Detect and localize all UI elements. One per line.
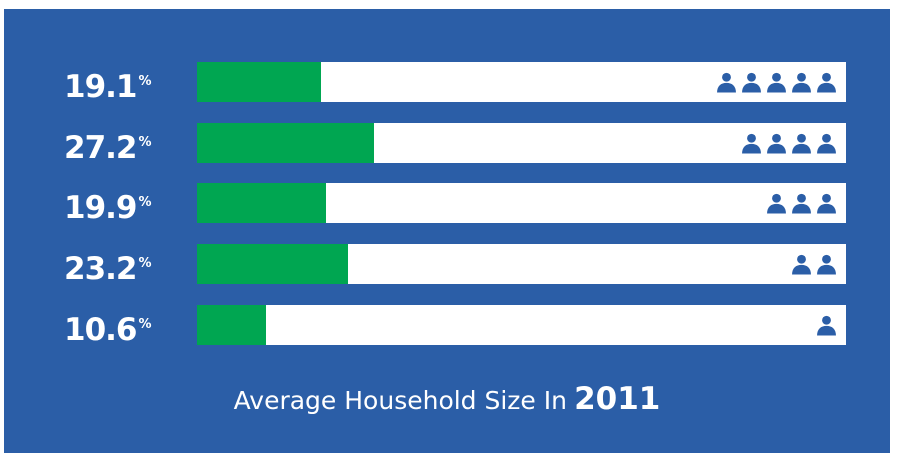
data-label: 19.1% (64, 62, 152, 105)
percent-sign: % (138, 74, 152, 89)
household-size-icons (791, 244, 837, 284)
percent-sign: % (138, 256, 152, 271)
data-label-value: 10.6 (64, 312, 137, 348)
household-size-icons (816, 305, 837, 345)
bar-track (197, 123, 846, 163)
bar (197, 123, 374, 163)
data-label: 19.9% (64, 183, 152, 226)
data-label: 23.2% (64, 244, 152, 287)
bar-track (197, 305, 846, 345)
person-icon (792, 133, 811, 153)
person-icon (767, 72, 786, 92)
person-icon (742, 133, 761, 153)
bar-row: 23.2% (4, 244, 890, 287)
bar-track (197, 244, 846, 284)
person-icon (817, 254, 836, 274)
person-icon (717, 72, 736, 92)
person-icon (817, 72, 836, 92)
bar-row: 19.9% (4, 183, 890, 226)
percent-sign: % (138, 317, 152, 332)
data-label: 10.6% (64, 305, 152, 348)
data-label-value: 19.9 (64, 190, 137, 226)
chart-title-text: Average Household Size In (233, 386, 567, 415)
chart-panel: 19.1% 27.2% 19.9% 23.2% 10.6% Average Househ… (4, 9, 890, 453)
data-label: 27.2% (64, 123, 152, 166)
person-icon (817, 133, 836, 153)
bar-track (197, 183, 846, 223)
bar (197, 183, 327, 223)
percent-sign: % (138, 195, 152, 210)
person-icon (767, 133, 786, 153)
bar-row: 19.1% (4, 62, 890, 105)
data-label-value: 23.2 (64, 251, 137, 287)
percent-sign: % (138, 135, 152, 150)
person-icon (767, 193, 786, 213)
person-icon (792, 72, 811, 92)
bar (197, 62, 321, 102)
person-icon (742, 72, 761, 92)
person-icon (792, 254, 811, 274)
bar-row: 10.6% (4, 305, 890, 348)
data-label-value: 27.2 (64, 130, 137, 166)
chart-title: Average Household Size In 2011 (4, 381, 890, 417)
bar (197, 244, 348, 284)
bar (197, 305, 266, 345)
household-size-icons (766, 183, 837, 223)
household-size-icons (716, 62, 837, 102)
person-icon (817, 193, 836, 213)
chart-title-year: 2011 (574, 381, 661, 417)
bar-track (197, 62, 846, 102)
person-icon (817, 315, 836, 335)
person-icon (792, 193, 811, 213)
household-size-icons (741, 123, 837, 163)
bar-row: 27.2% (4, 123, 890, 166)
data-label-value: 19.1 (64, 69, 137, 105)
